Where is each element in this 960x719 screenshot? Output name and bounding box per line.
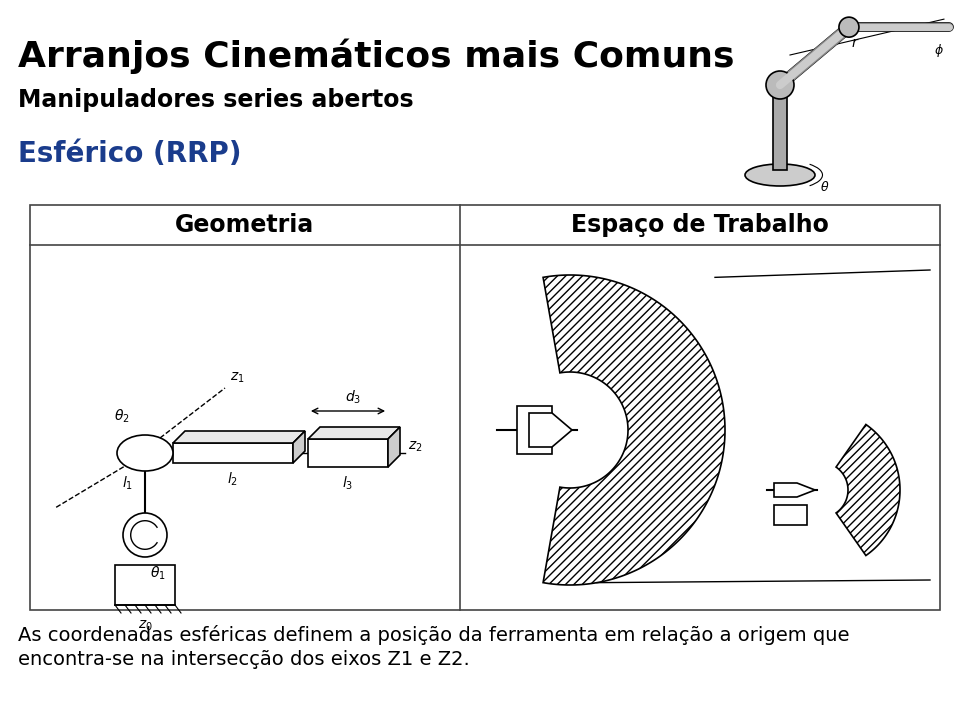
Text: As coordenadas esféricas definem a posição da ferramenta em relação a origem que: As coordenadas esféricas definem a posiç… <box>18 625 850 645</box>
Text: $\theta_2$: $\theta_2$ <box>114 408 130 425</box>
Text: $d_3$: $d_3$ <box>345 388 361 406</box>
Text: Espaço de Trabalho: Espaço de Trabalho <box>571 213 828 237</box>
Text: Manipuladores series abertos: Manipuladores series abertos <box>18 88 414 112</box>
Text: $l_3$: $l_3$ <box>343 475 353 493</box>
Polygon shape <box>529 413 572 447</box>
Text: encontra-se na intersecção dos eixos Z1 e Z2.: encontra-se na intersecção dos eixos Z1 … <box>18 650 469 669</box>
Polygon shape <box>293 431 305 463</box>
Bar <box>774 505 807 525</box>
Bar <box>30 205 940 610</box>
Circle shape <box>123 513 167 557</box>
Circle shape <box>766 71 794 99</box>
Text: $z_2$: $z_2$ <box>408 440 422 454</box>
Text: $\theta$: $\theta$ <box>820 180 829 194</box>
Bar <box>773 85 787 170</box>
Polygon shape <box>543 275 725 585</box>
Ellipse shape <box>745 164 815 186</box>
Polygon shape <box>173 431 305 443</box>
Text: $\phi$: $\phi$ <box>934 42 944 59</box>
Ellipse shape <box>117 435 173 471</box>
Text: r: r <box>852 36 857 50</box>
Text: $l_1$: $l_1$ <box>122 475 133 492</box>
Text: $l_2$: $l_2$ <box>228 471 238 488</box>
Bar <box>173 443 293 463</box>
Text: $\theta_1$: $\theta_1$ <box>150 565 166 582</box>
Bar <box>115 565 175 605</box>
Polygon shape <box>836 424 900 556</box>
Text: Geometria: Geometria <box>176 213 315 237</box>
Circle shape <box>839 17 859 37</box>
Bar <box>517 406 552 454</box>
Polygon shape <box>388 427 400 467</box>
Bar <box>308 439 388 467</box>
Polygon shape <box>774 483 815 497</box>
Polygon shape <box>308 427 400 439</box>
Text: Esférico (RRP): Esférico (RRP) <box>18 140 242 168</box>
Text: Arranjos Cinemáticos mais Comuns: Arranjos Cinemáticos mais Comuns <box>18 38 734 73</box>
Text: $z_0$: $z_0$ <box>137 619 153 633</box>
Text: $z_1$: $z_1$ <box>230 370 245 385</box>
